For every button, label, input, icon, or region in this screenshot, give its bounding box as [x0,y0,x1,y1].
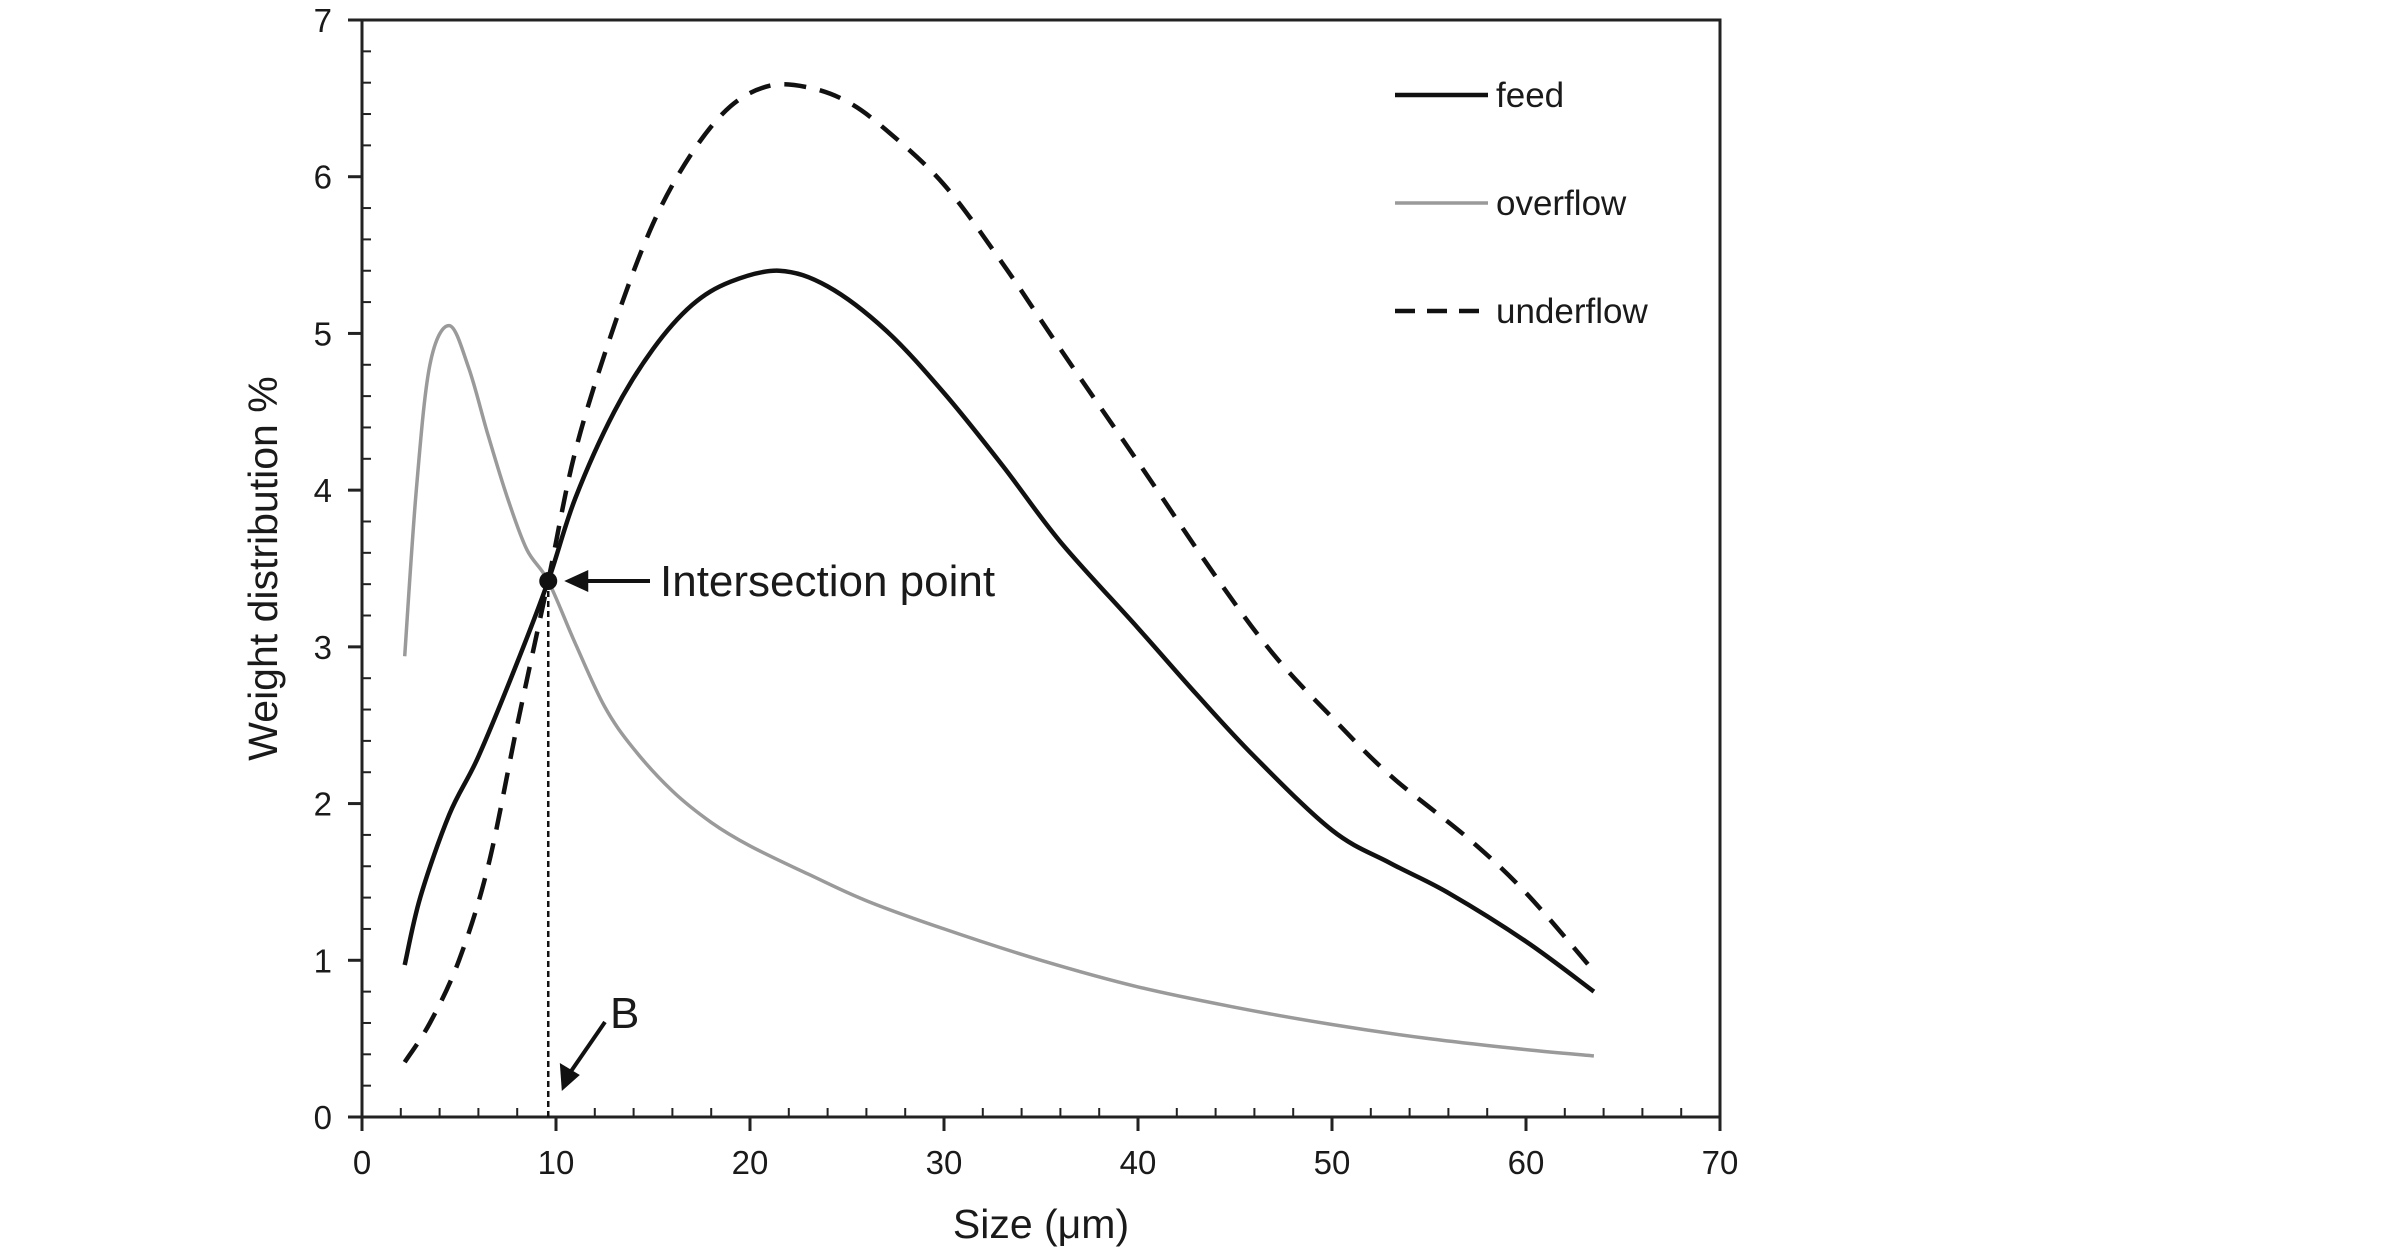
y-tick-label: 1 [314,942,332,979]
y-tick-label: 0 [314,1099,332,1136]
series-line-overflow [402,323,1595,1058]
x-axis-ticks: 0 10 20 30 40 50 60 70 [353,1117,1739,1181]
x-tick-label: 30 [926,1144,963,1181]
b-arrowhead [559,1063,580,1091]
x-tick-label: 40 [1120,1144,1157,1181]
b-label: B [610,989,639,1038]
intersection-point-marker [539,572,558,591]
x-tick-label: 50 [1314,1144,1351,1181]
legend-label-overflow: overflow [1496,184,1627,223]
y-tick-label: 2 [314,786,332,823]
annotation-layer: Intersection point B [539,557,995,1117]
x-tick-label: 20 [732,1144,769,1181]
y-tick-label: 4 [314,472,332,509]
x-axis-title: Size (μm) [953,1201,1129,1247]
legend-label-underflow: underflow [1496,292,1648,331]
x-tick-label: 70 [1702,1144,1739,1181]
y-axis-title: Weight distribution % [240,376,286,760]
intersection-arrowhead [564,570,589,593]
plot-frame [360,18,1722,1119]
y-tick-label: 7 [314,2,332,39]
series-line-feed [402,268,1596,994]
b-arrow [568,1020,607,1075]
y-tick-label: 3 [314,629,332,666]
y-tick-label: 5 [314,315,332,352]
axes: 0 10 20 30 40 50 60 70 0 1 2 3 4 5 6 7 [314,2,1739,1181]
minor-ticks [362,50,1683,1117]
series-layer [402,82,1596,1064]
intersection-label: Intersection point [660,557,995,606]
y-axis-ticks: 0 1 2 3 4 5 6 7 [314,2,362,1136]
legend-label-feed: feed [1496,76,1564,115]
series-line-underflow [402,82,1596,1064]
x-tick-label: 60 [1508,1144,1545,1181]
y-tick-label: 6 [314,159,332,196]
x-tick-label: 10 [538,1144,575,1181]
x-tick-label: 0 [353,1144,371,1181]
legend: feed overflow underflow [1395,76,1648,331]
